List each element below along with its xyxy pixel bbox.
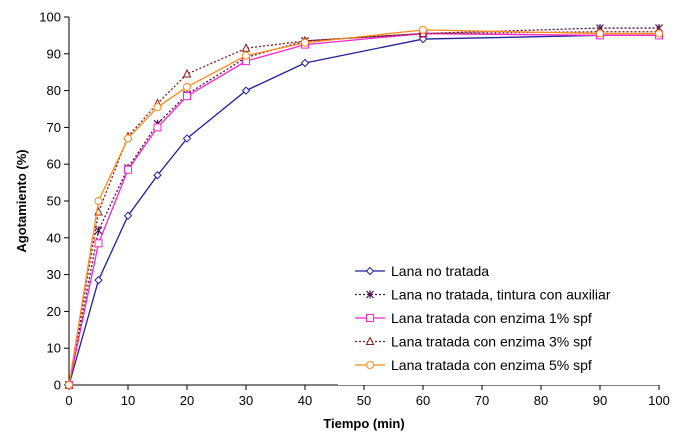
y-tick-label: 0 [54,378,61,393]
data-point [241,43,251,52]
data-point [241,86,251,95]
x-tick-label: 40 [298,393,312,408]
data-point [153,171,162,180]
x-tick-label: 70 [475,393,489,408]
y-tick-label: 40 [47,230,61,245]
axis-ticks: 0 10 20 30 40 50 60 70 80 90 100 0 10 20 30 40 50 60 70 80 9… [39,10,670,409]
legend-label: Lana no tratada, tintura con auxiliar [391,287,611,303]
series-lines [64,24,664,390]
legend-marker [366,314,374,322]
data-point [153,103,162,112]
data-point [94,239,103,248]
x-tick-label: 10 [121,393,135,408]
y-tick-label: 90 [47,46,61,61]
data-point [242,51,250,60]
x-tick-label: 30 [239,393,253,408]
legend-label: Lana tratada con enzima 1% spf [391,310,592,326]
data-point [124,165,132,174]
x-tick-label: 60 [416,393,430,408]
series-line [68,32,659,386]
x-tick-label: 50 [357,393,371,408]
y-tick-label: 60 [47,157,61,172]
x-tick-label: 90 [593,393,607,408]
data-point [301,38,309,47]
data-point [419,25,427,34]
x-tick-label: 100 [648,393,670,408]
data-point [153,123,162,132]
legend-marker [365,336,375,345]
x-tick-label: 20 [180,393,194,408]
data-point [183,92,191,101]
legend-label: Lana no tratada [391,263,489,279]
series-5 [65,25,663,389]
legend-marker [366,290,374,299]
data-point [655,29,663,38]
series-line [68,27,659,386]
x-tick-label: 80 [534,393,548,408]
y-tick-label: 100 [39,10,61,25]
y-axis-title: Agotamiento (%) [14,149,29,252]
data-point [123,211,133,220]
series-line [68,31,659,386]
legend-box [338,253,660,385]
x-axis-title: Tiempo (min) [323,416,404,431]
data-point [183,82,191,91]
y-tick-label: 30 [47,267,61,282]
legend-marker [366,361,374,369]
data-point [182,134,192,143]
data-point [65,381,73,389]
y-tick-label: 10 [47,341,61,356]
legend: Lana no tratada Lana no tratada, tintura … [338,253,660,385]
data-point [94,197,103,205]
y-tick-label: 80 [47,83,61,98]
legend-label: Lana tratada con enzima 5% spf [391,357,592,373]
legend-marker [365,266,375,276]
data-point [182,68,192,78]
data-point [94,275,103,285]
series-line [68,34,659,386]
series-line [68,29,659,386]
y-tick-label: 50 [47,194,61,209]
data-point [300,58,310,68]
data-point [124,134,132,143]
legend-label: Lana tratada con enzima 3% spf [391,334,592,350]
x-tick-label: 0 [65,393,72,408]
y-tick-label: 70 [47,120,61,135]
data-point [596,29,604,38]
data-point [94,226,103,235]
y-tick-label: 20 [47,304,61,319]
